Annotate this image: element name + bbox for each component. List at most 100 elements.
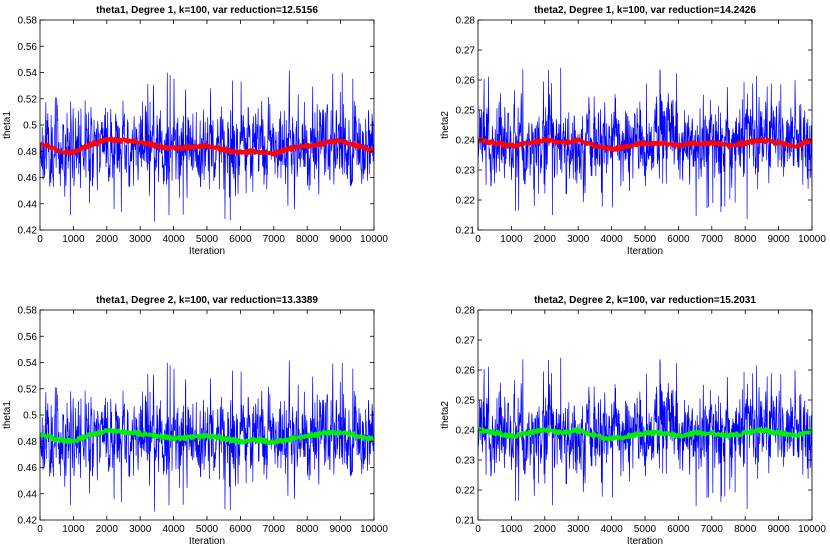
x-tick-label: 2000 <box>534 524 557 535</box>
x-tick-label: 0 <box>37 234 43 245</box>
x-axis-label: Iteration <box>189 536 225 546</box>
series-raw-chain <box>478 67 812 219</box>
x-tick-label: 4000 <box>162 524 185 535</box>
y-tick-label: 0.28 <box>456 306 476 317</box>
x-tick-label: 7000 <box>263 524 286 535</box>
y-tick-label: 0.48 <box>18 437 38 448</box>
y-tick-label: 0.54 <box>18 358 38 369</box>
chart-title: theta2, Degree 1, k=100, var reduction=1… <box>534 5 756 16</box>
x-tick-label: 3000 <box>567 524 590 535</box>
y-tick-label: 0.25 <box>456 106 476 117</box>
x-tick-label: 9000 <box>329 234 352 245</box>
y-tick-label: 0.52 <box>18 94 38 105</box>
chart-panel-2: 0 1000 2000 3000 4000 5000 6000 7000 8000 9000 100… <box>440 5 826 257</box>
x-tick-label: 3000 <box>129 524 152 535</box>
x-tick-label: 10000 <box>360 524 388 535</box>
chart-panel-1: 0 1000 2000 3000 4000 5000 6000 7000 8000 9000 100… <box>2 5 388 257</box>
x-tick-label: 8000 <box>296 524 319 535</box>
x-tick-label: 10000 <box>798 524 826 535</box>
y-tick-label: 0.25 <box>456 396 476 407</box>
y-tick-label: 0.46 <box>18 463 38 474</box>
y-tick-label: 0.42 <box>18 516 38 527</box>
chart-panel-4: 0 1000 2000 3000 4000 5000 6000 7000 8000 9000 100… <box>440 295 826 546</box>
x-tick-label: 0 <box>37 524 43 535</box>
x-tick-label: 6000 <box>229 234 252 245</box>
x-tick-label: 9000 <box>767 234 790 245</box>
y-tick-label: 0.5 <box>23 411 37 422</box>
y-axis-label: theta1 <box>2 401 13 429</box>
y-axis-label: theta2 <box>440 401 451 429</box>
x-tick-label: 3000 <box>567 234 590 245</box>
x-tick-label: 7000 <box>701 524 724 535</box>
y-tick-label: 0.22 <box>456 196 476 207</box>
chart-title: theta1, Degree 1, k=100, var reduction=1… <box>96 5 318 16</box>
x-tick-label: 2000 <box>96 524 119 535</box>
x-tick-label: 4000 <box>600 234 623 245</box>
x-tick-label: 1000 <box>500 524 523 535</box>
chart-title: theta2, Degree 2, k=100, var reduction=1… <box>534 295 756 306</box>
y-tick-label: 0.58 <box>18 306 38 317</box>
x-tick-label: 5000 <box>196 524 219 535</box>
x-axis-label: Iteration <box>627 536 663 546</box>
y-tick-label: 0.5 <box>23 121 37 132</box>
plot-area <box>40 20 374 230</box>
x-tick-label: 6000 <box>229 524 252 535</box>
y-tick-label: 0.21 <box>456 516 476 527</box>
x-tick-label: 10000 <box>360 234 388 245</box>
y-tick-label: 0.23 <box>456 456 476 467</box>
x-tick-label: 8000 <box>734 234 757 245</box>
series-control-variate <box>40 427 374 446</box>
x-tick-label: 2000 <box>534 234 557 245</box>
y-tick-label: 0.42 <box>18 226 38 237</box>
y-tick-label: 0.28 <box>456 16 476 27</box>
x-axis-label: Iteration <box>627 246 663 257</box>
x-tick-label: 4000 <box>162 234 185 245</box>
series-control-variate <box>40 136 374 157</box>
x-tick-label: 4000 <box>600 524 623 535</box>
y-tick-label: 0.56 <box>18 332 38 343</box>
y-tick-label: 0.44 <box>18 489 38 500</box>
x-tick-label: 9000 <box>767 524 790 535</box>
y-tick-label: 0.54 <box>18 68 38 79</box>
y-tick-label: 0.24 <box>456 426 476 437</box>
y-tick-label: 0.26 <box>456 76 476 87</box>
y-tick-label: 0.22 <box>456 486 476 497</box>
chart-title: theta1, Degree 2, k=100, var reduction=1… <box>96 295 318 306</box>
x-tick-label: 5000 <box>196 234 219 245</box>
x-tick-label: 10000 <box>798 234 826 245</box>
y-tick-label: 0.24 <box>456 136 476 147</box>
x-tick-label: 9000 <box>329 524 352 535</box>
x-tick-label: 0 <box>475 234 481 245</box>
x-tick-label: 1000 <box>62 524 85 535</box>
x-tick-label: 3000 <box>129 234 152 245</box>
series-control-variate <box>478 136 812 153</box>
x-tick-label: 7000 <box>263 234 286 245</box>
chart-panel-3: 0 1000 2000 3000 4000 5000 6000 7000 8000 9000 100… <box>2 295 388 546</box>
y-tick-label: 0.46 <box>18 173 38 184</box>
y-tick-label: 0.27 <box>456 336 476 347</box>
x-tick-label: 0 <box>475 524 481 535</box>
series-control-variate <box>478 426 812 442</box>
x-tick-label: 8000 <box>296 234 319 245</box>
y-tick-label: 0.26 <box>456 366 476 377</box>
y-tick-label: 0.52 <box>18 384 38 395</box>
x-tick-label: 1000 <box>500 234 523 245</box>
plot-area <box>40 310 374 520</box>
x-tick-label: 5000 <box>634 524 657 535</box>
y-tick-label: 0.27 <box>456 46 476 57</box>
x-tick-label: 6000 <box>667 234 690 245</box>
x-tick-label: 8000 <box>734 524 757 535</box>
series-raw-chain <box>478 357 812 509</box>
y-tick-label: 0.56 <box>18 42 38 53</box>
y-tick-label: 0.23 <box>456 166 476 177</box>
y-axis-label: theta2 <box>440 111 451 139</box>
y-tick-label: 0.58 <box>18 16 38 27</box>
x-tick-label: 7000 <box>701 234 724 245</box>
y-tick-label: 0.48 <box>18 147 38 158</box>
x-axis-label: Iteration <box>189 246 225 257</box>
x-tick-label: 2000 <box>96 234 119 245</box>
y-tick-label: 0.44 <box>18 199 38 210</box>
x-tick-label: 5000 <box>634 234 657 245</box>
x-tick-label: 6000 <box>667 524 690 535</box>
